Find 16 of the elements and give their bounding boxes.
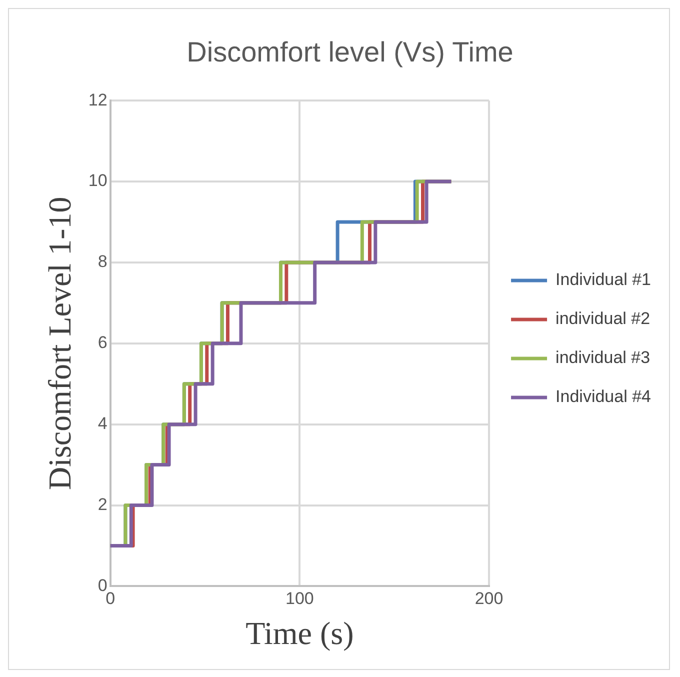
y-tick-label: 12 xyxy=(88,90,108,110)
legend-label: individual #2 xyxy=(556,309,650,328)
y-tick-label: 8 xyxy=(98,252,108,272)
y-tick-label: 10 xyxy=(88,171,108,190)
x-tick-label: 200 xyxy=(474,589,504,608)
x-tick-label: 100 xyxy=(285,589,314,608)
y-tick-label: 0 xyxy=(98,576,108,595)
x-axis-title: Time (s) xyxy=(246,615,354,652)
y-tick-label: 4 xyxy=(98,414,108,434)
y-axis-title: Discomfort Level 1-10 xyxy=(42,196,78,490)
legend-label: individual #3 xyxy=(556,348,650,368)
y-tick-label: 6 xyxy=(98,333,108,352)
legend-label: Individual #4 xyxy=(556,387,652,406)
chart-title: Discomfort level (Vs) Time xyxy=(186,36,514,68)
y-tick-label: 2 xyxy=(98,494,108,514)
legend-label: Individual #1 xyxy=(556,270,652,290)
